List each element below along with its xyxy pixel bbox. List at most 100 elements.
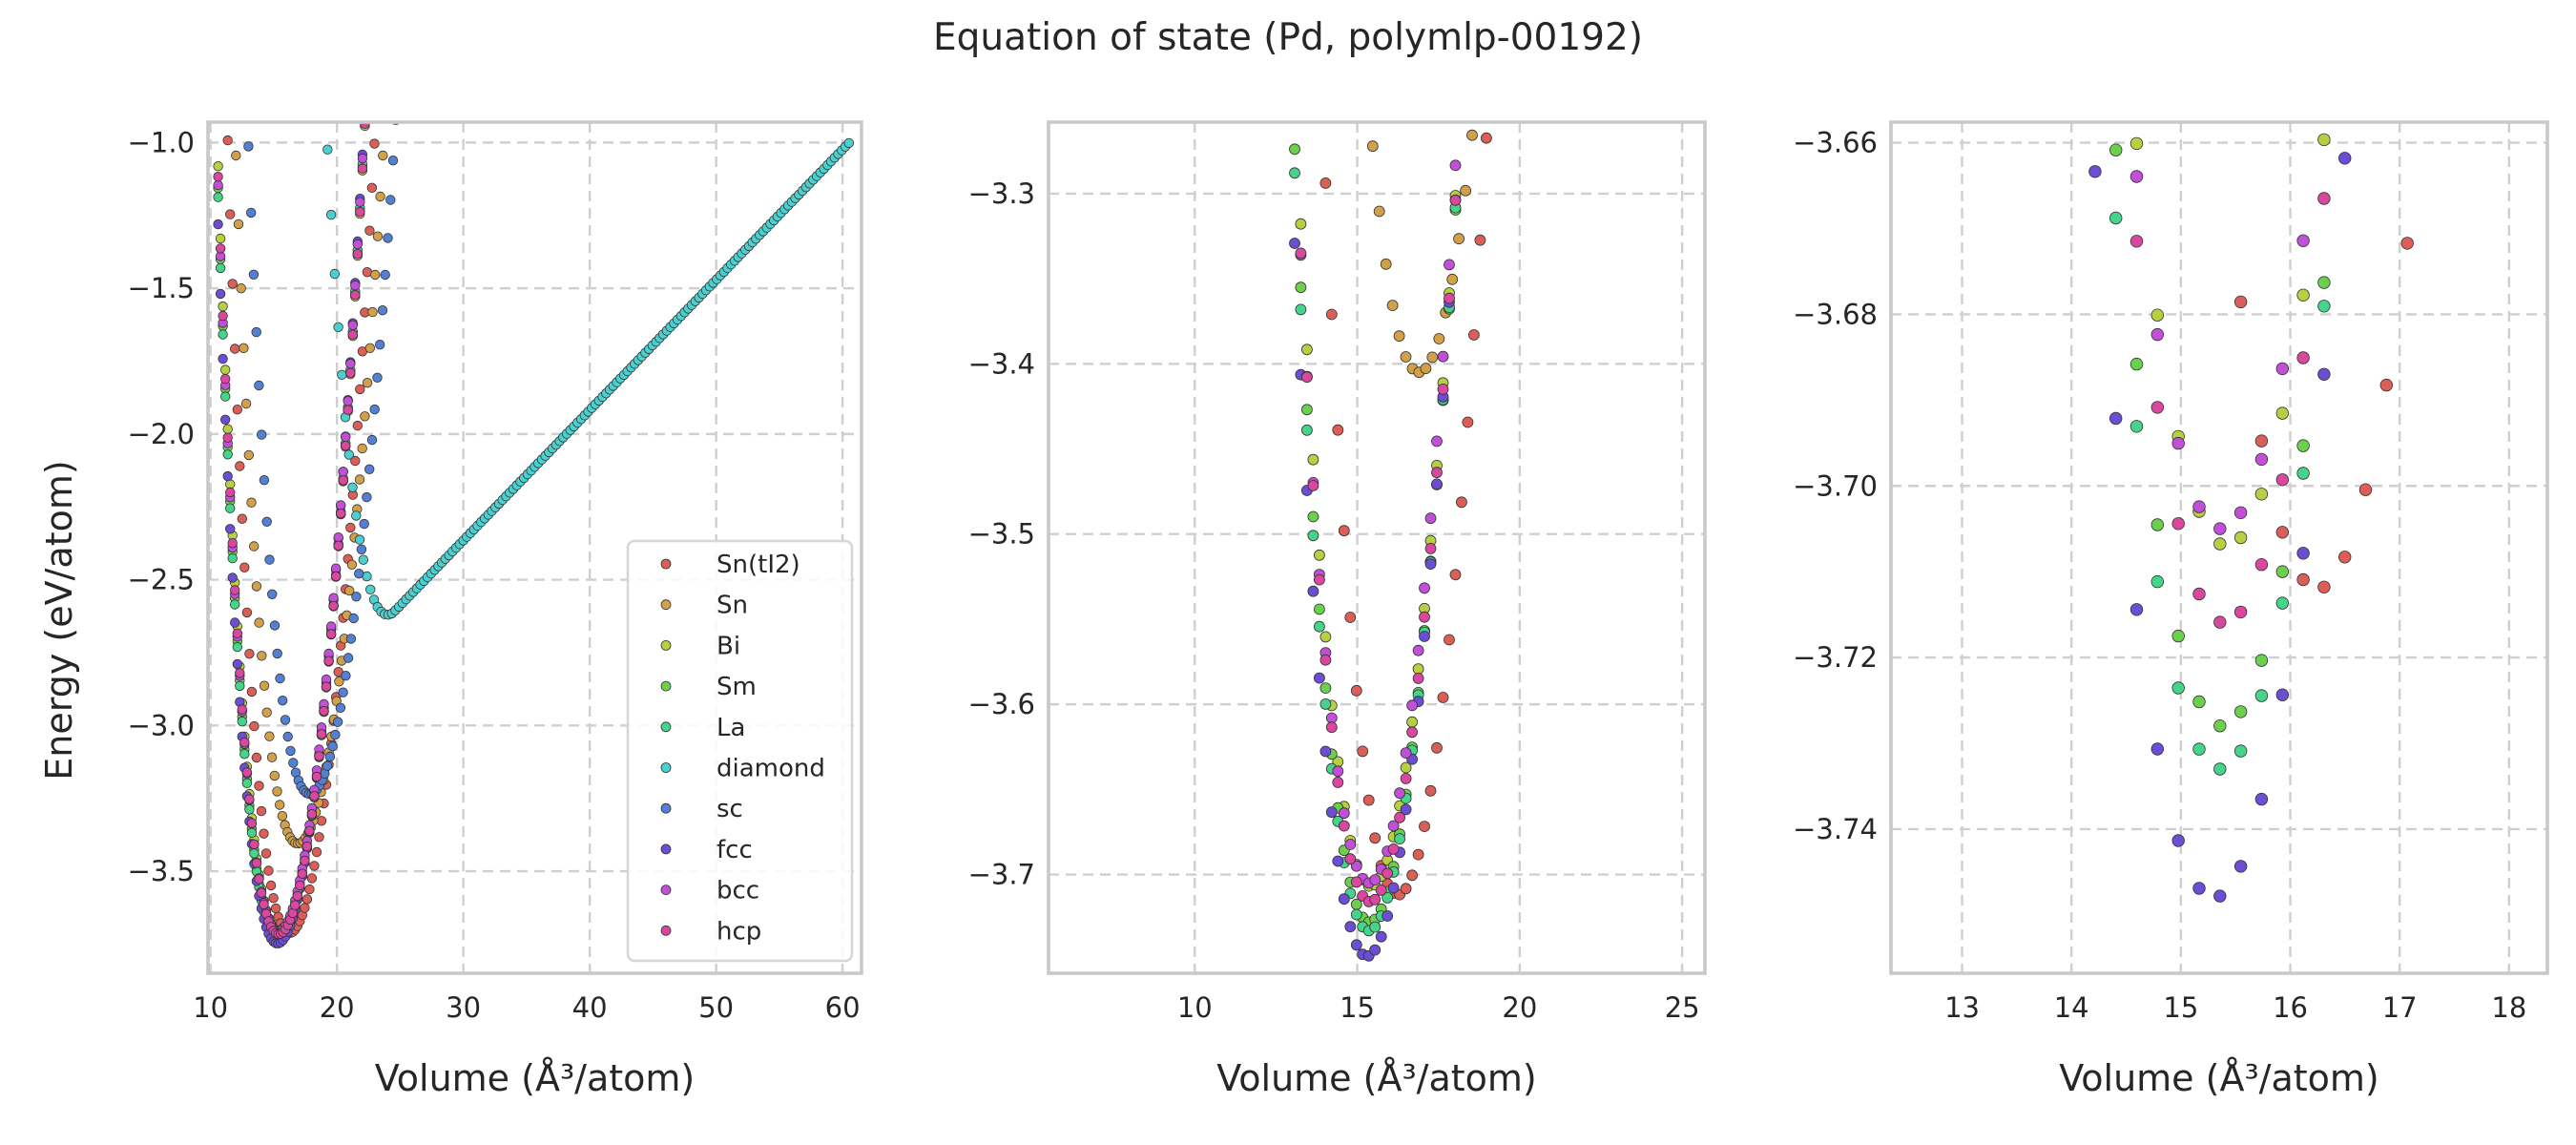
data-point — [364, 343, 376, 354]
data-point — [365, 584, 376, 595]
data-point — [267, 589, 278, 600]
data-point — [843, 137, 855, 149]
data-point — [2296, 547, 2310, 560]
data-point — [240, 398, 252, 409]
series-hcp — [2109, 15, 2331, 629]
data-point — [1357, 745, 1369, 758]
data-point — [352, 420, 364, 431]
data-point — [1460, 184, 1471, 197]
data-point — [329, 268, 341, 280]
data-point — [2317, 367, 2331, 382]
data-point — [338, 687, 348, 697]
data-point — [2337, 152, 2352, 165]
data-point — [347, 482, 358, 493]
data-point — [2213, 762, 2227, 776]
data-point — [2109, 211, 2123, 225]
data-point — [251, 858, 262, 868]
data-point — [375, 191, 385, 202]
data-point — [1456, 86, 1466, 96]
data-point — [384, 65, 393, 74]
data-point — [363, 73, 372, 83]
data-point — [259, 899, 269, 910]
data-point — [366, 434, 378, 446]
data-point — [231, 150, 241, 161]
data-point — [1400, 747, 1412, 759]
legend-marker — [660, 680, 672, 692]
data-point — [1419, 582, 1430, 594]
data-point — [232, 405, 243, 415]
data-point — [265, 880, 277, 891]
data-point — [301, 894, 313, 905]
data-point — [2233, 506, 2248, 520]
data-point — [1314, 549, 1325, 561]
data-point — [1307, 480, 1319, 491]
data-point — [2192, 695, 2206, 709]
series-sm — [2109, 143, 2331, 733]
data-point — [1419, 631, 1430, 642]
series-bcc — [213, 153, 368, 936]
data-point — [324, 751, 336, 762]
data-point — [1424, 558, 1437, 570]
data-point — [215, 243, 226, 254]
data-point — [2214, 105, 2227, 117]
data-point — [1373, 205, 1385, 218]
data-point — [1444, 634, 1455, 646]
data-point — [1462, 416, 1474, 428]
data-point — [254, 617, 264, 628]
data-point — [364, 464, 375, 475]
data-point — [1290, 108, 1300, 118]
legend-label: Sn(tI2) — [717, 551, 800, 579]
data-point — [2379, 378, 2394, 392]
data-point — [261, 707, 272, 718]
data-point — [1369, 921, 1381, 933]
data-point — [1369, 944, 1381, 956]
data-point — [2150, 401, 2165, 414]
data-point — [2233, 705, 2248, 718]
data-point — [345, 367, 356, 379]
data-point — [264, 554, 275, 565]
data-point — [1319, 698, 1332, 710]
data-point — [306, 873, 318, 884]
data-point — [1375, 930, 1387, 943]
data-point — [2254, 654, 2269, 667]
data-point — [387, 155, 399, 166]
data-point — [372, 231, 384, 241]
data-point — [1444, 259, 1455, 271]
series-sn-ti2- — [2214, 105, 2414, 594]
data-point — [1295, 281, 1307, 294]
y-tick-label: −3.6 — [968, 688, 1035, 720]
data-point — [235, 680, 245, 692]
data-point — [1307, 585, 1319, 597]
y-tick-label: −2.0 — [128, 418, 195, 450]
data-point — [328, 600, 339, 612]
data-point — [1381, 892, 1394, 904]
data-point — [1400, 351, 1412, 363]
data-point — [1400, 773, 1412, 784]
data-point — [1456, 98, 1466, 109]
data-point — [2275, 596, 2290, 610]
x-axis-label: Volume (Å³/atom) — [2059, 1057, 2379, 1099]
data-point — [1314, 603, 1325, 615]
data-point — [218, 310, 228, 322]
data-point — [235, 461, 245, 471]
data-point — [301, 841, 313, 852]
data-point — [362, 378, 373, 388]
data-point — [334, 677, 344, 687]
data-point — [385, 195, 396, 205]
data-point — [333, 322, 343, 333]
series-diamond — [322, 137, 855, 620]
data-point — [1381, 910, 1394, 922]
legend-label: diamond — [717, 755, 825, 783]
legend-marker — [660, 762, 672, 773]
data-point — [351, 592, 362, 602]
data-point — [2254, 434, 2269, 448]
data-point — [257, 651, 267, 661]
x-tick-label: 20 — [320, 991, 355, 1024]
data-point — [2129, 603, 2144, 616]
data-point — [1468, 329, 1480, 341]
data-point — [2109, 15, 2122, 28]
data-point — [1381, 867, 1394, 880]
data-point — [2296, 467, 2310, 480]
data-point — [375, 340, 385, 350]
series-la — [2109, 211, 2331, 776]
